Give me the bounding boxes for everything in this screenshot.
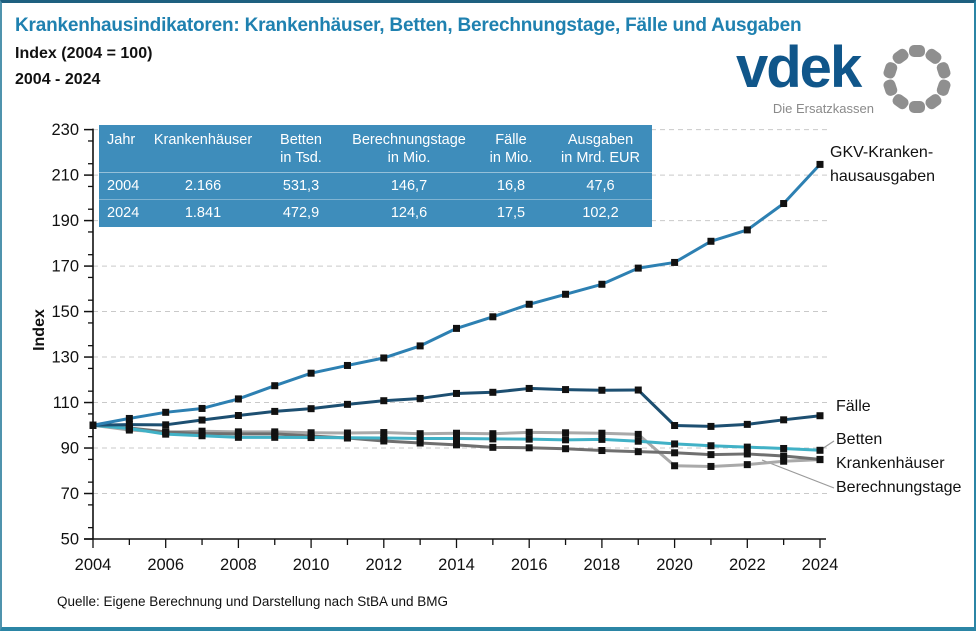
chart-svg: 50 70 90 110 130 150 170 190 210 230 2004 2006 2008 2… xyxy=(51,121,839,574)
y-axis-title: Index xyxy=(31,309,48,351)
col-header-krankenhaeuser: Krankenhäuser xyxy=(153,132,253,148)
svg-text:230: 230 xyxy=(51,121,79,139)
svg-text:2012: 2012 xyxy=(365,556,402,574)
page-title: Krankenhausindikatoren: Krankenhäuser, B… xyxy=(15,15,802,36)
svg-text:150: 150 xyxy=(51,303,79,321)
svg-text:130: 130 xyxy=(51,349,79,367)
series-label-berechnungstage: Berechnungstage xyxy=(836,479,962,496)
chart-subtitle-index: Index (2004 = 100) xyxy=(15,45,153,62)
col-header-betten: Betten xyxy=(280,132,322,148)
chart-subtitle-period: 2004 - 2024 xyxy=(15,71,101,88)
summary-table-header: Jahr Krankenhäuser Betten in Tsd. Berechn… xyxy=(99,125,652,174)
svg-text:2008: 2008 xyxy=(220,556,257,574)
svg-text:2022: 2022 xyxy=(729,556,766,574)
series-label-betten: Betten xyxy=(836,431,883,448)
svg-text:190: 190 xyxy=(51,212,79,230)
series-label-faelle: Fälle xyxy=(836,398,871,415)
svg-text:2020: 2020 xyxy=(656,556,693,574)
source-note: Quelle: Eigene Berechnung und Darstellun… xyxy=(57,594,448,609)
table-row-2024: 2024 1.841 472,9 124,6 17,5 102,2 xyxy=(99,199,652,226)
svg-text:170: 170 xyxy=(51,258,79,276)
svg-text:2016: 2016 xyxy=(511,556,548,574)
svg-text:2004: 2004 xyxy=(75,556,112,574)
svg-text:2014: 2014 xyxy=(438,556,475,574)
vdek-logo: vdek Die Ersatzkassen xyxy=(726,39,956,128)
series-label-gkv: GKV-Kranken- hausausgaben xyxy=(830,144,935,185)
summary-table: Jahr Krankenhäuser Betten in Tsd. Berechn… xyxy=(99,125,652,227)
svg-text:2018: 2018 xyxy=(584,556,621,574)
svg-text:2010: 2010 xyxy=(293,556,330,574)
vdek-ring-icon xyxy=(883,45,951,113)
svg-text:50: 50 xyxy=(61,531,79,549)
series-label-krankenhaeuser: Krankenhäuser xyxy=(836,455,945,472)
svg-text:2024: 2024 xyxy=(802,556,839,574)
svg-text:110: 110 xyxy=(53,394,79,412)
col-header-jahr: Jahr xyxy=(107,132,136,148)
svg-text:210: 210 xyxy=(51,167,79,185)
col-header-berechnungstage: Berechnungstage xyxy=(352,132,466,148)
vdek-wordmark: vdek xyxy=(736,35,862,100)
svg-text:90: 90 xyxy=(61,440,79,458)
vdek-tagline: Die Ersatzkassen xyxy=(772,101,874,116)
col-header-ausgaben: Ausgaben xyxy=(567,132,634,148)
col-header-faelle: Fälle xyxy=(495,132,527,148)
svg-text:2006: 2006 xyxy=(147,556,184,574)
svg-text:70: 70 xyxy=(61,485,79,503)
table-row-2004: 2004 2.166 531,3 146,7 16,8 47,6 xyxy=(107,178,615,195)
